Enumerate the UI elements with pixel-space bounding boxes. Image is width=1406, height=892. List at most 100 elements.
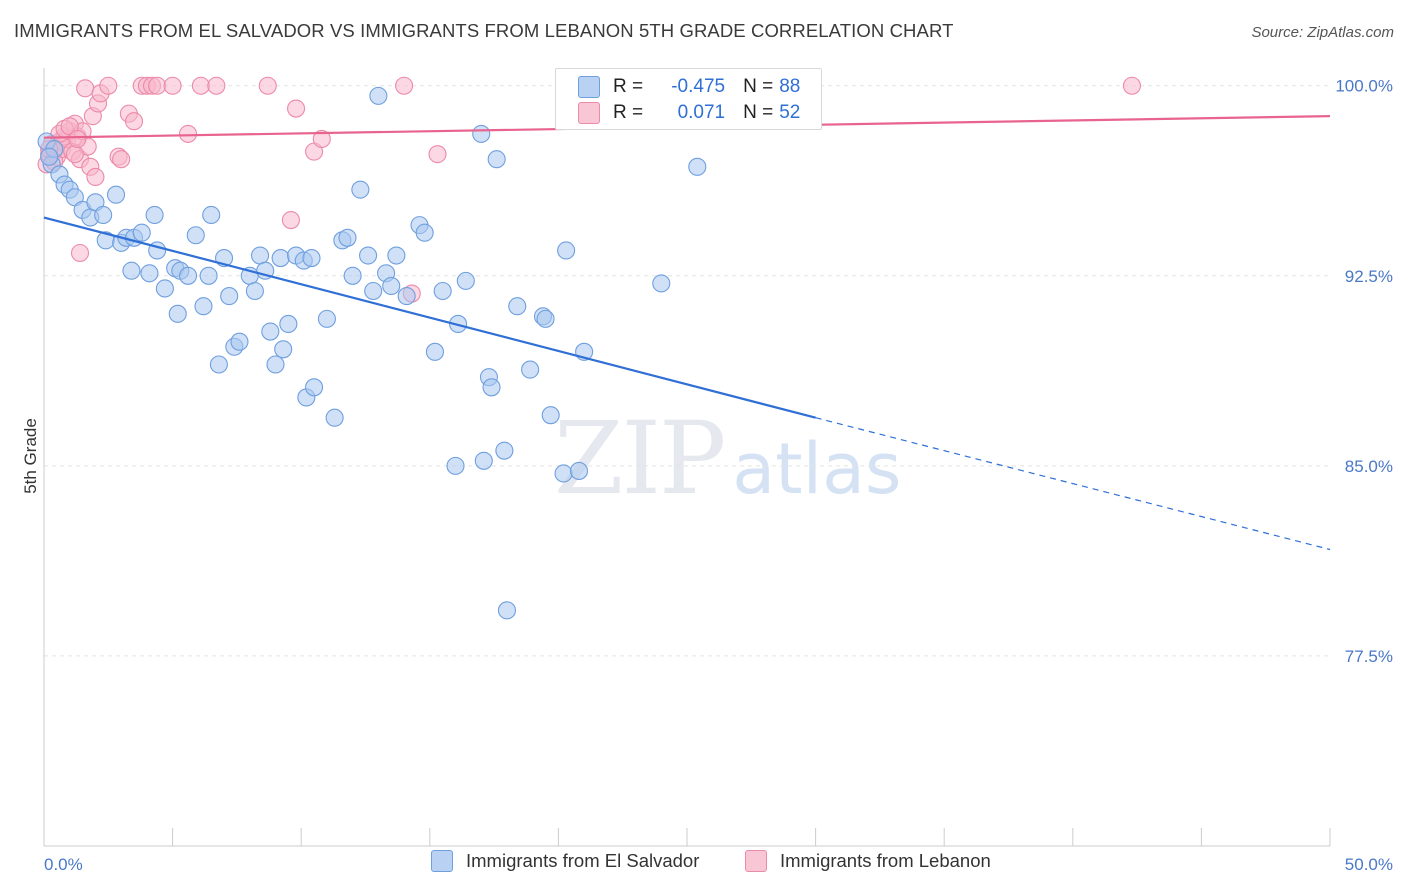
el-salvador-point — [271, 249, 290, 268]
el-salvador-point — [94, 205, 113, 225]
lebanon-point — [395, 76, 414, 95]
el-salvador-point — [325, 408, 344, 427]
el-salvador-point — [266, 355, 285, 374]
el-salvador-point — [536, 309, 555, 328]
watermark: ZIP atlas — [554, 400, 901, 517]
el-salvador-point — [446, 456, 465, 475]
el-salvador-point — [351, 180, 370, 199]
legend-item-lebanon[interactable]: Immigrants from Lebanon — [745, 850, 991, 872]
el-salvador-point — [261, 322, 280, 341]
legend-row-lebanon: R = 0.071 N = 52 — [578, 100, 800, 126]
el-salvador-point — [541, 406, 560, 425]
el-salvador-trend-extension — [815, 417, 1331, 551]
el-salvador-point — [415, 223, 434, 242]
y-tick-label: 77.5% — [1345, 647, 1393, 666]
lebanon-point — [178, 124, 198, 143]
el-salvador-point — [497, 601, 517, 620]
el-salvador-point — [122, 261, 141, 280]
x-tick-label: 50.0% — [1345, 855, 1393, 874]
el-salvador-point — [194, 297, 213, 316]
el-salvador-point — [343, 266, 362, 285]
el-salvador-point — [106, 185, 126, 204]
lebanon-point — [281, 211, 300, 230]
el-salvador-point — [359, 246, 378, 265]
y-tick-label: 92.5% — [1345, 267, 1393, 286]
el-salvador-point — [382, 276, 401, 295]
el-salvador-point — [230, 332, 249, 351]
watermark-zip: ZIP — [554, 400, 726, 517]
el-salvador-point — [487, 150, 506, 169]
el-salvador-point — [274, 340, 293, 359]
el-salvador-point — [209, 355, 228, 374]
lebanon-point — [191, 76, 210, 95]
lebanon-point — [1122, 76, 1142, 95]
axes — [43, 68, 1331, 847]
el-salvador-point — [472, 124, 491, 143]
legend-label-el-salvador: Immigrants from El Salvador — [466, 850, 700, 871]
el-salvador-point — [40, 147, 59, 166]
el-salvador-point — [145, 205, 164, 225]
el-salvador-point — [397, 287, 416, 306]
y-tick-label: 100.0% — [1335, 77, 1393, 96]
el-salvador-point — [245, 281, 264, 301]
legend-r-value: -0.475 — [671, 76, 726, 97]
el-salvador-point — [305, 378, 324, 397]
lebanon-point — [207, 76, 226, 95]
lebanon-point — [124, 112, 144, 131]
el-salvador-point — [569, 461, 589, 480]
lebanon-point — [76, 79, 95, 98]
tick-labels: 77.5% 85.0% 92.5% 100.0% 0.0% 50.0% — [44, 77, 1393, 874]
legend-swatch-pink — [578, 102, 600, 124]
correlation-legend: R = -0.475 N = 88 R = 0.071 N = 52 — [555, 68, 822, 130]
y-axis-label: 5th Grade — [21, 418, 40, 494]
lebanon-point — [99, 76, 118, 95]
el-salvador-point — [495, 441, 514, 460]
legend-item-el-salvador[interactable]: Immigrants from El Salvador — [431, 850, 699, 872]
el-salvador-point — [168, 304, 187, 323]
el-salvador-point — [652, 274, 671, 293]
el-salvador-point — [387, 246, 406, 265]
series-legend: Immigrants from El Salvador Immigrants f… — [0, 850, 1406, 878]
el-salvador-point — [425, 342, 444, 361]
el-salvador-point — [250, 246, 270, 265]
legend-n-value: 52 — [779, 102, 801, 123]
x-tick-label: 0.0% — [44, 855, 83, 874]
el-salvador-point — [220, 287, 239, 306]
el-salvador-point — [132, 223, 151, 242]
legend-n-label: N = — [743, 76, 774, 97]
el-salvador-point — [155, 279, 174, 298]
legend-r-label: R = — [613, 76, 644, 97]
el-salvador-point — [178, 266, 198, 285]
el-salvador-point — [456, 271, 475, 290]
el-salvador-point — [279, 314, 298, 334]
el-salvador-point — [482, 378, 501, 397]
watermark-atlas: atlas — [732, 428, 902, 510]
el-salvador-point — [199, 266, 218, 285]
lebanon-point — [112, 150, 131, 169]
lebanon-point — [428, 145, 447, 164]
el-salvador-point — [364, 281, 383, 301]
lebanon-point — [68, 129, 87, 149]
legend-swatch-blue — [431, 850, 453, 872]
el-salvador-point — [474, 451, 493, 470]
el-salvador-point — [554, 464, 573, 483]
source-label: Source: ZipAtlas.com — [1251, 24, 1394, 41]
el-salvador-point — [557, 241, 576, 260]
el-salvador-point — [508, 297, 527, 316]
el-salvador-point — [317, 309, 336, 328]
legend-n-value: 88 — [779, 76, 801, 97]
lebanon-point — [312, 129, 331, 149]
lebanon-point — [86, 167, 105, 187]
legend-row-el-salvador: R = -0.475 N = 88 — [578, 74, 800, 100]
lebanon-point — [258, 76, 277, 95]
legend-n-label: N = — [743, 102, 774, 123]
lebanon-point — [148, 76, 167, 95]
trend-lines — [43, 115, 1331, 551]
el-salvador-point — [202, 205, 221, 225]
legend-swatch-blue — [578, 76, 600, 98]
legend-label-lebanon: Immigrants from Lebanon — [780, 850, 991, 871]
lebanon-point — [163, 76, 182, 95]
el-salvador-point — [433, 281, 452, 301]
gridlines — [44, 85, 1330, 657]
